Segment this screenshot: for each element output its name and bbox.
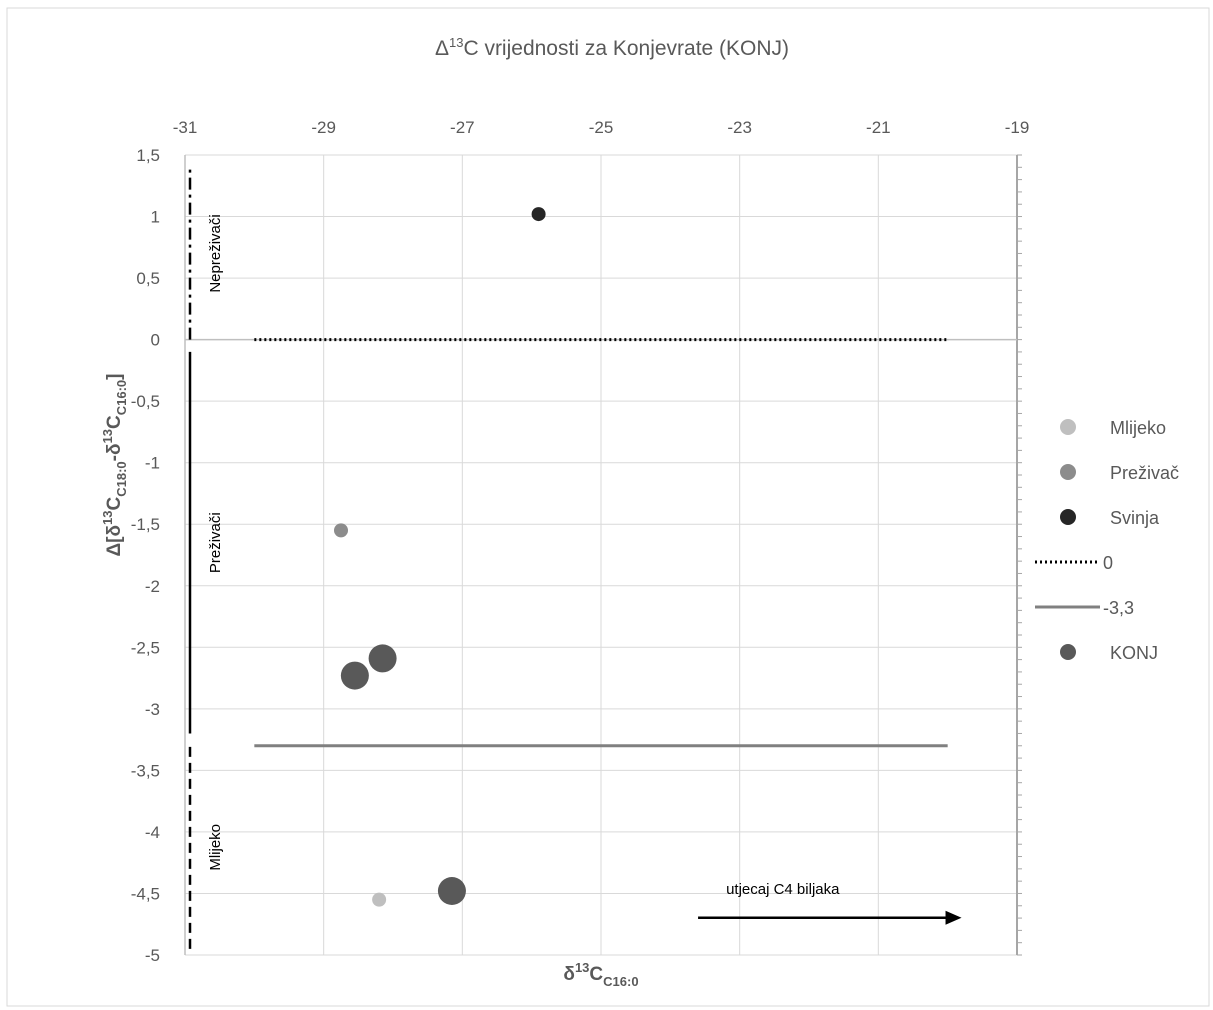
y-tick-label: -3,5 — [131, 761, 160, 780]
x-axis-label: δ13CC16:0 — [563, 960, 638, 989]
data-point — [437, 877, 466, 905]
c4-arrow-label: utjecaj C4 biljaka — [726, 881, 840, 898]
legend-marker — [1060, 509, 1076, 525]
x-tick-label: -31 — [173, 118, 198, 137]
legend-marker — [1060, 644, 1076, 660]
y-tick-label: 0,5 — [136, 269, 160, 288]
y-tick-label: -2 — [145, 577, 160, 596]
c4-arrow-head — [945, 910, 962, 925]
data-point — [372, 892, 387, 907]
y-tick-label: 0 — [151, 331, 160, 350]
y-tick-label: 1,5 — [136, 146, 160, 165]
legend-label: 0 — [1103, 553, 1113, 573]
x-tick-label: -25 — [589, 118, 614, 137]
legend-label: Preživač — [1110, 463, 1179, 483]
legend-marker — [1060, 464, 1076, 480]
chart-border — [6, 7, 1210, 1007]
y-axis-label: Δ[δ13CC18:0-δ13CC16:0] — [100, 374, 129, 557]
legend-label: Mlijeko — [1110, 418, 1166, 438]
legend: Mlijeko Preživač Svinja 0 -3,3 KONJ — [1035, 418, 1179, 663]
legend-marker — [1060, 419, 1076, 435]
data-point — [368, 644, 397, 673]
y-tick-label: -1,5 — [131, 515, 160, 534]
chart-title: Δ13C vrijednosti za Konjevrate (KONJ) — [435, 35, 789, 60]
y-tick-labels: 1,5 1 0,5 0 -0,5 -1 -1,5 -2 -2,5 -3 -3,5 -4 -4,5 -5 — [131, 146, 160, 965]
x-tick-labels: -31 -29 -27 -25 -23 -21 -19 — [173, 118, 1030, 137]
data-point — [531, 207, 546, 222]
x-tick-label: -19 — [1005, 118, 1030, 137]
legend-label: -3,3 — [1103, 598, 1134, 618]
region-label: Mlijeko — [207, 824, 224, 871]
x-tick-label: -27 — [450, 118, 475, 137]
y-tick-label: -3 — [145, 700, 160, 719]
legend-label: Svinja — [1110, 508, 1160, 528]
region-label: Preživači — [207, 512, 224, 573]
reference-lines — [254, 338, 948, 748]
y-tick-label: -4 — [145, 823, 160, 842]
region-markers: Nepreživači Preživači Mlijeko — [188, 167, 224, 949]
x-tick-label: -23 — [727, 118, 752, 137]
gridlines — [185, 154, 1017, 956]
x-tick-label: -29 — [311, 118, 336, 137]
data-point — [334, 523, 348, 538]
y-tick-label: -1 — [145, 454, 160, 473]
c4-arrow: utjecaj C4 biljaka — [698, 881, 962, 925]
data-point — [340, 661, 369, 690]
region-label: Nepreživači — [207, 214, 224, 292]
y-tick-label: 1 — [151, 208, 160, 227]
data-points — [334, 207, 546, 907]
y-tick-label: -2,5 — [131, 638, 160, 657]
y-tick-label: -4,5 — [131, 884, 160, 903]
legend-label: KONJ — [1110, 643, 1158, 663]
y-tick-label: -0,5 — [131, 392, 160, 411]
y-tick-label: -5 — [145, 946, 160, 965]
x-tick-label: -21 — [866, 118, 891, 137]
